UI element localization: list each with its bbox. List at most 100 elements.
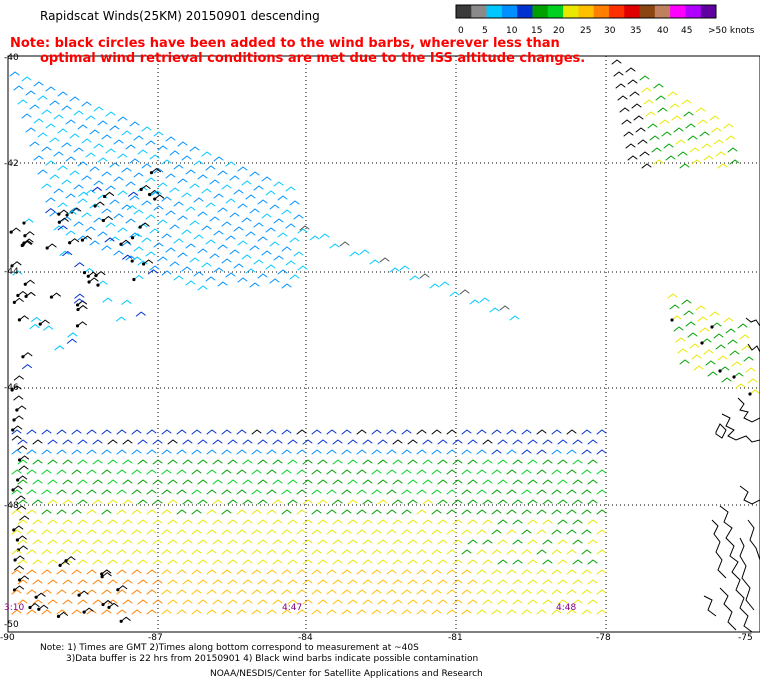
wind-barb [557,479,568,485]
wind-barb [422,599,433,605]
wind-barb [57,91,68,97]
wind-barb [92,439,103,445]
wind-barb [566,569,577,575]
wind-barb [45,160,56,166]
wind-barb [71,569,82,575]
wind-barb [665,155,676,161]
wind-barb [587,599,598,605]
wind-barb [182,459,193,465]
wind-barb [150,168,161,174]
wind-barb [512,499,523,505]
wind-barb [56,489,67,495]
wind-barb [506,549,517,555]
wind-barb [701,143,712,149]
wind-barb [341,429,352,435]
wind-barb [33,155,44,161]
legend-swatch [700,5,717,18]
wind-barb [326,609,337,615]
wind-barb [73,221,84,227]
wind-barb [89,240,100,246]
wind-barb [18,315,29,321]
wind-barb [54,345,65,351]
wind-barb [242,479,253,485]
wind-barb [56,549,67,555]
wind-barb [161,429,172,435]
wind-barb [212,459,223,465]
wind-barb [101,549,112,555]
wind-barb [227,599,238,605]
wind-barb [225,198,236,204]
wind-barb [74,262,85,268]
wind-barb [225,161,236,167]
wind-barb [17,545,28,551]
wind-barb [65,230,76,236]
wind-barb [137,579,148,585]
wind-barb [596,489,607,495]
wind-barb [221,509,232,515]
wind-barb [17,445,28,451]
wind-barb [221,549,232,555]
wind-barb [11,429,22,435]
wind-barb [499,305,510,311]
wind-barb [392,579,403,585]
wind-barb [467,499,478,505]
wind-barb [311,469,322,475]
wind-barb [715,151,726,157]
wind-barb [101,429,112,435]
wind-barb [297,265,308,271]
color-legend: 0 5 10 15 20 25 30 35 40 45 >50 knots [455,4,755,36]
wind-barb [245,194,256,200]
wind-barb [479,297,490,303]
wind-barb [431,449,442,455]
wind-barb [287,499,298,505]
wind-barb [431,489,442,495]
wind-barb [281,209,292,215]
wind-barb [596,609,607,615]
wind-barb [311,609,322,615]
wind-barb [161,589,172,595]
wind-barb [401,429,412,435]
wind-barb [265,190,276,196]
contamination-dot [82,271,87,275]
wind-barb [437,499,448,505]
wind-barb [551,509,562,515]
wind-barb [407,559,418,565]
wind-barb [37,95,48,101]
wind-barb [101,171,112,177]
wind-barb [101,589,112,595]
wind-barb [281,549,292,555]
wind-barb [71,529,82,535]
legend-swatch [486,5,503,18]
wind-barb [356,469,367,475]
wind-barb [452,499,463,505]
wind-barb [296,449,307,455]
wind-barb [191,469,202,475]
wind-barb [296,589,307,595]
wind-barb [272,539,283,545]
wind-barb [461,469,472,475]
wind-barb [62,599,73,605]
wind-barb [41,509,52,515]
wind-barb [431,569,442,575]
wind-barb [161,609,172,615]
wind-barb [269,204,280,210]
wind-barb [113,139,124,145]
wind-barb [41,183,52,189]
wind-barb [197,559,208,565]
wind-barb [161,449,172,455]
wind-barb [392,479,403,485]
wind-barb [386,609,397,615]
wind-barb [347,539,358,545]
wind-barb [476,609,487,615]
wind-barb [77,599,88,605]
contamination-dot [22,241,26,245]
wind-barb [452,539,463,545]
wind-barb [476,469,487,475]
wind-barb [116,449,127,455]
wind-barb [101,134,112,140]
wind-barb [257,519,268,525]
wind-barb [41,529,52,535]
wind-barb [566,509,577,515]
wind-barb [133,135,144,141]
legend-border [455,4,717,19]
